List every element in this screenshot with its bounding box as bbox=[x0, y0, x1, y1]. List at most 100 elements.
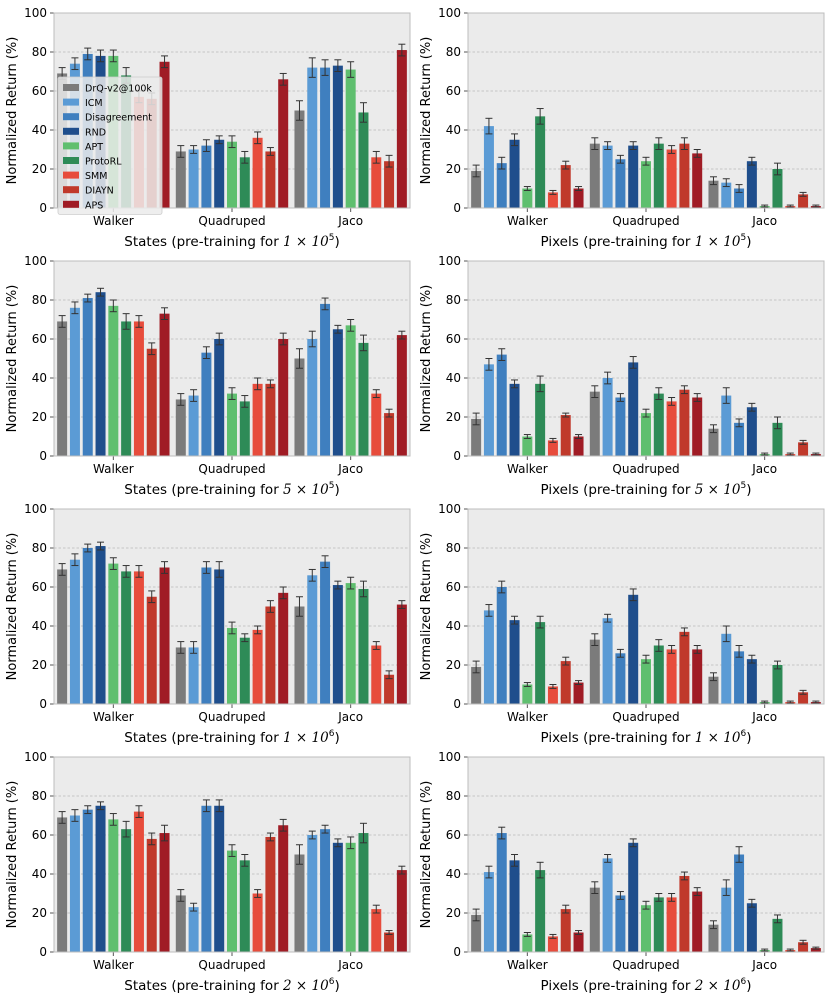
y-tick-label: 60 bbox=[446, 84, 461, 98]
bar bbox=[201, 567, 212, 704]
bar bbox=[384, 413, 395, 456]
bar bbox=[133, 571, 144, 704]
x-tick-label: Walker bbox=[93, 958, 134, 972]
bar bbox=[82, 809, 93, 952]
bar bbox=[560, 165, 571, 208]
x-axis-label-close: ) bbox=[746, 978, 751, 994]
x-axis-label-text: Pixels (pre-training for bbox=[541, 482, 695, 498]
y-tick-label: 80 bbox=[446, 789, 461, 803]
bar bbox=[522, 436, 533, 456]
bar bbox=[721, 887, 732, 952]
bar bbox=[573, 682, 584, 704]
bar bbox=[746, 161, 757, 208]
x-axis-label-math: 2 × 10 bbox=[694, 978, 741, 994]
x-tick-label: Quadruped bbox=[198, 958, 265, 972]
bar bbox=[615, 895, 626, 952]
bar bbox=[159, 313, 170, 456]
bar bbox=[535, 383, 546, 456]
bar bbox=[384, 932, 395, 952]
x-axis-label: Pixels (pre-training for 1 × 106) bbox=[541, 729, 752, 746]
bar bbox=[509, 860, 520, 952]
y-axis-label: Normalized Return (%) bbox=[419, 533, 434, 681]
bar bbox=[641, 413, 651, 456]
legend-label: ProtoRL bbox=[85, 157, 122, 168]
bar bbox=[278, 79, 289, 208]
x-axis-label-math: 5 × 10 bbox=[283, 482, 329, 498]
bar bbox=[734, 854, 745, 952]
x-axis-label-math: 1 × 10 bbox=[283, 730, 329, 746]
bar bbox=[708, 924, 719, 952]
bar bbox=[358, 342, 369, 456]
y-tick-label: 80 bbox=[32, 45, 47, 59]
bar bbox=[772, 918, 783, 952]
legend-swatch bbox=[63, 98, 79, 106]
bar bbox=[602, 145, 613, 208]
bar bbox=[560, 415, 571, 456]
y-tick-label: 20 bbox=[32, 162, 47, 176]
y-axis-label: Normalized Return (%) bbox=[5, 533, 20, 681]
bar bbox=[396, 50, 407, 208]
bar bbox=[653, 393, 664, 456]
legend-swatch bbox=[63, 157, 79, 164]
bar bbox=[214, 139, 225, 208]
bar bbox=[535, 870, 546, 952]
bar bbox=[265, 383, 276, 456]
x-axis-label-close: ) bbox=[746, 730, 751, 746]
bar bbox=[734, 651, 745, 704]
bar bbox=[798, 442, 809, 456]
bar bbox=[798, 692, 809, 704]
bar bbox=[201, 352, 212, 456]
bar bbox=[201, 805, 212, 952]
bar bbox=[332, 329, 343, 456]
bar bbox=[307, 67, 318, 208]
x-tick-label: Walker bbox=[507, 214, 548, 228]
bar bbox=[252, 383, 263, 456]
bar bbox=[227, 393, 237, 456]
chart-panel-6: 0 20 40 60 80 100 Normalized Return (%) Walker Q… bbox=[419, 502, 825, 746]
plot-frame bbox=[53, 756, 411, 953]
x-axis-label-close: ) bbox=[334, 234, 339, 250]
x-axis-label-text: Pixels (pre-training for bbox=[541, 234, 695, 250]
plot-frame bbox=[467, 260, 825, 457]
legend-swatch bbox=[63, 171, 79, 179]
bar bbox=[496, 354, 507, 456]
x-axis-label-exponent: 5 bbox=[740, 481, 746, 491]
x-tick-label: Jaco bbox=[751, 214, 777, 228]
bar bbox=[69, 559, 80, 704]
bar bbox=[547, 936, 558, 952]
bar bbox=[641, 905, 651, 952]
bar bbox=[679, 875, 690, 952]
legend-swatch bbox=[63, 113, 79, 121]
bar bbox=[332, 842, 343, 952]
x-axis-label-close: ) bbox=[746, 482, 751, 498]
x-tick-label: Jaco bbox=[751, 958, 777, 972]
bar bbox=[628, 362, 639, 456]
bar bbox=[602, 858, 613, 952]
x-axis-label-exponent: 6 bbox=[740, 977, 746, 987]
bar bbox=[535, 622, 546, 704]
y-axis-label: Normalized Return (%) bbox=[5, 37, 20, 185]
bar bbox=[721, 395, 732, 456]
bar bbox=[278, 339, 289, 456]
bar bbox=[772, 422, 783, 456]
y-tick-label: 40 bbox=[32, 371, 47, 385]
bar bbox=[615, 397, 626, 456]
bar bbox=[666, 401, 677, 456]
x-axis-label-exponent: 6 bbox=[740, 729, 746, 739]
bar bbox=[345, 325, 356, 456]
y-tick-label: 100 bbox=[438, 6, 461, 20]
x-tick-label: Walker bbox=[507, 958, 548, 972]
bar bbox=[146, 838, 157, 952]
bar bbox=[496, 587, 507, 704]
chart-panel-3: 0 20 40 60 80 100 Normalized Return (%) Walker Q… bbox=[5, 254, 411, 498]
x-tick-label: Jaco bbox=[337, 214, 363, 228]
x-tick-label: Quadruped bbox=[198, 710, 265, 724]
bar bbox=[509, 620, 520, 704]
chart-panel-2: 0 20 40 60 80 100 Normalized Return (%) Walker Q… bbox=[419, 6, 825, 250]
bar bbox=[159, 567, 170, 704]
bar bbox=[666, 649, 677, 704]
bar bbox=[320, 561, 331, 704]
bar bbox=[692, 891, 703, 952]
bar bbox=[471, 418, 482, 456]
